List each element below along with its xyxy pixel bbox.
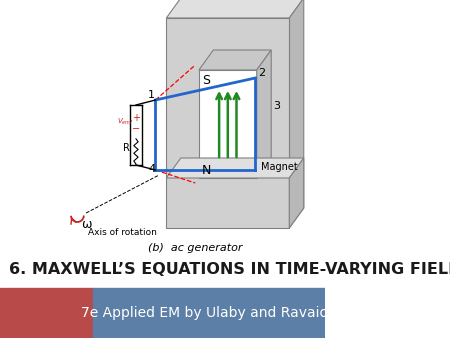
Text: −: − bbox=[132, 124, 140, 134]
Text: Axis of rotation: Axis of rotation bbox=[87, 228, 157, 237]
Text: 4: 4 bbox=[148, 164, 155, 174]
Text: 6. MAXWELL’S EQUATIONS IN TIME-VARYING FIELDS: 6. MAXWELL’S EQUATIONS IN TIME-VARYING F… bbox=[9, 263, 450, 277]
Text: S: S bbox=[202, 74, 210, 87]
Polygon shape bbox=[199, 70, 257, 178]
Text: 2: 2 bbox=[258, 68, 265, 78]
Text: 1: 1 bbox=[148, 90, 155, 100]
Text: Magnet: Magnet bbox=[261, 162, 298, 172]
Text: 3: 3 bbox=[274, 101, 280, 111]
Bar bbox=[0, 288, 93, 338]
Polygon shape bbox=[166, 18, 289, 228]
Text: N: N bbox=[202, 164, 211, 177]
Text: R: R bbox=[123, 143, 130, 153]
Text: ω: ω bbox=[81, 218, 91, 231]
Polygon shape bbox=[257, 50, 271, 178]
Polygon shape bbox=[289, 158, 304, 228]
Polygon shape bbox=[289, 0, 304, 228]
Polygon shape bbox=[166, 0, 304, 18]
Polygon shape bbox=[166, 158, 304, 178]
Bar bbox=[93, 288, 325, 338]
Text: +: + bbox=[132, 113, 140, 123]
Text: (b)  ac generator: (b) ac generator bbox=[148, 243, 243, 253]
Text: 7e Applied EM by Ulaby and Ravaioli: 7e Applied EM by Ulaby and Ravaioli bbox=[81, 306, 336, 320]
Text: $V_{emf}$: $V_{emf}$ bbox=[117, 117, 134, 127]
Polygon shape bbox=[199, 50, 271, 70]
